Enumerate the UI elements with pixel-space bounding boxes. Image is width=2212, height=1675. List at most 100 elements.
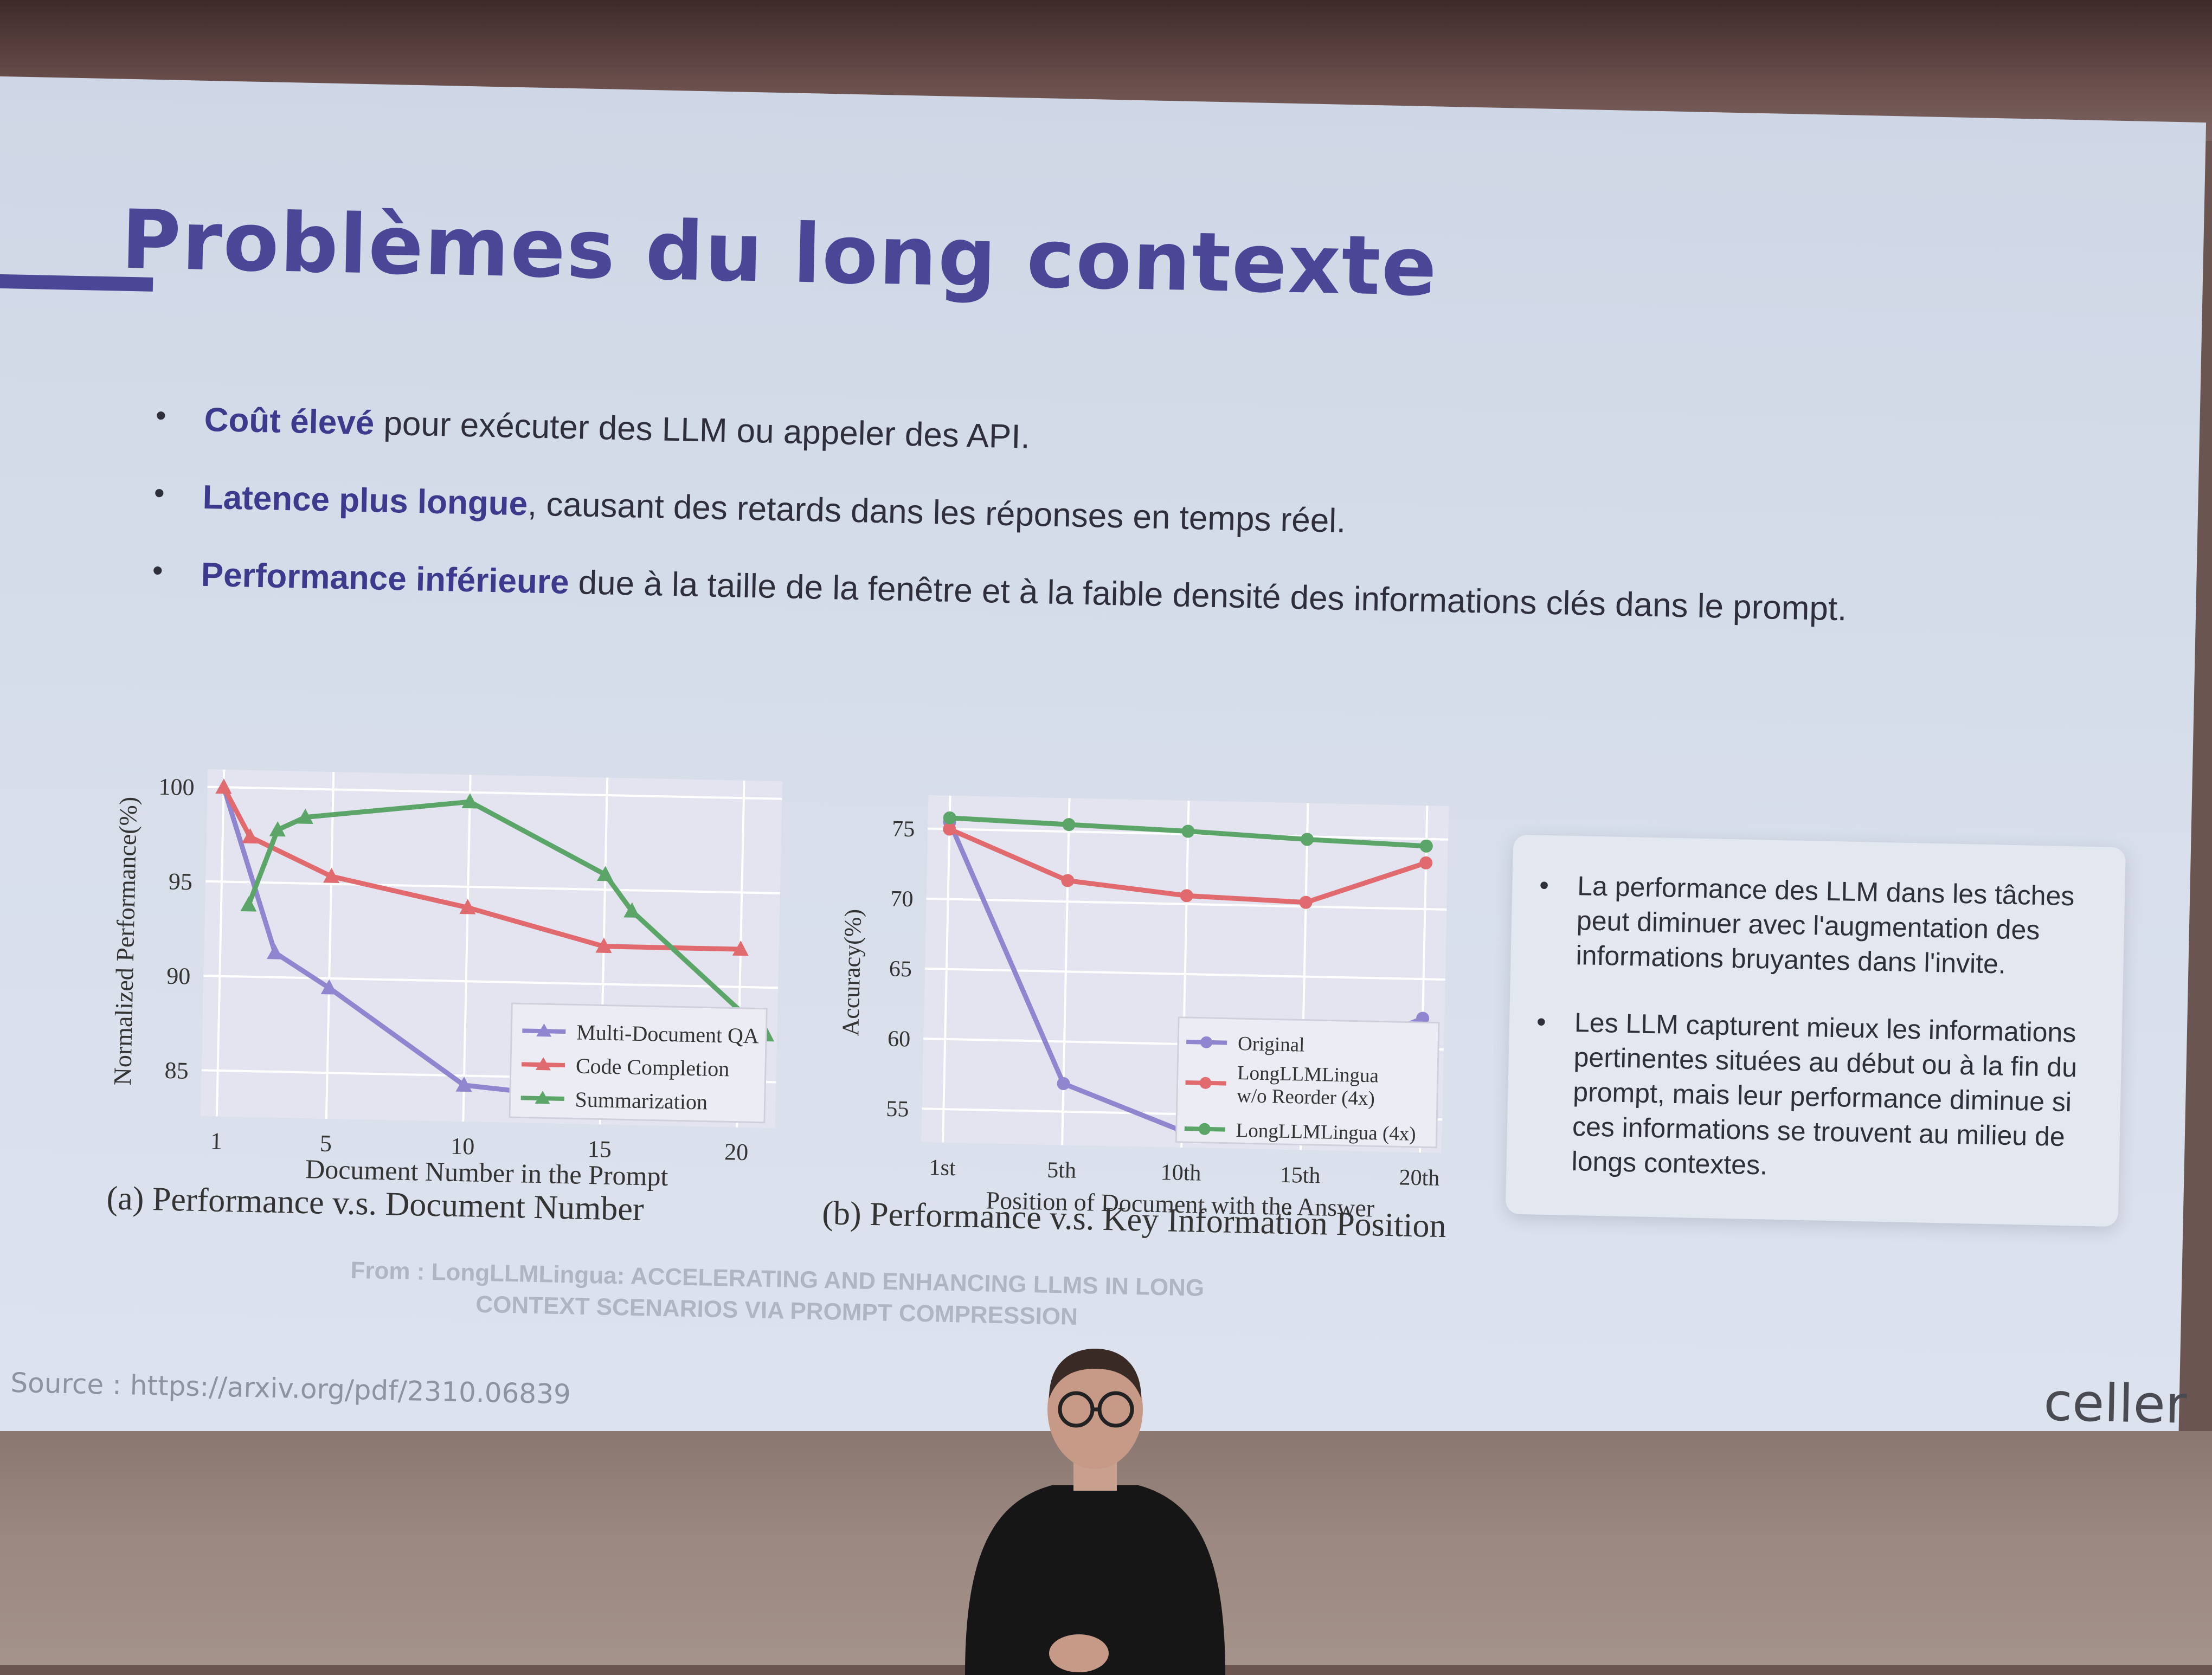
grid-line bbox=[203, 975, 779, 989]
bullet-text: pour exécuter des LLM ou appeler des API… bbox=[374, 404, 1031, 456]
series bbox=[943, 811, 1433, 1138]
legend: Multi-Document QA Code Completion Summariz… bbox=[509, 1002, 768, 1124]
company-logo: celler bbox=[2043, 1371, 2188, 1435]
data-point bbox=[1181, 824, 1195, 838]
grid-line bbox=[207, 785, 782, 800]
data-point bbox=[595, 937, 612, 954]
grid-line bbox=[325, 771, 335, 1119]
citation: From : LongLLMLingua: ACCELERATING AND E… bbox=[343, 1255, 1211, 1336]
speaker-torso bbox=[965, 1485, 1225, 1675]
data-point bbox=[269, 821, 286, 837]
legend-marker bbox=[1198, 1123, 1211, 1135]
grid-line bbox=[205, 880, 780, 895]
notes-box: La performance des LLM dans les tâches p… bbox=[1505, 834, 2126, 1227]
legend-label: Original bbox=[1238, 1033, 1305, 1056]
speaker-hair bbox=[1049, 1349, 1141, 1399]
bullet-cost: Coût élevé pour exécuter des LLM ou appe… bbox=[155, 400, 2053, 478]
legend-label: Multi-Document QA bbox=[576, 1020, 760, 1048]
legend-marker bbox=[1200, 1036, 1213, 1048]
data-point bbox=[240, 896, 257, 912]
speaker-hand bbox=[1049, 1634, 1109, 1672]
x-tick-label: 10 bbox=[451, 1133, 475, 1160]
speaker-person bbox=[965, 1349, 1225, 1675]
legend-marker bbox=[536, 1023, 552, 1037]
x-tick-label: 15 bbox=[587, 1136, 612, 1163]
bullet-strong: Coût élevé bbox=[204, 401, 375, 442]
y-tick-label: 70 bbox=[890, 886, 914, 912]
data-point bbox=[461, 793, 478, 809]
data-point bbox=[320, 979, 337, 995]
x-tick-label: 1 bbox=[210, 1128, 222, 1154]
data-point bbox=[732, 940, 749, 956]
legend-box bbox=[1175, 1016, 1440, 1149]
data-point bbox=[1301, 833, 1314, 846]
data-point bbox=[1057, 1077, 1070, 1090]
data-point bbox=[1180, 889, 1193, 903]
data-point bbox=[266, 944, 283, 959]
note-item: La performance des LLM dans les tâches p… bbox=[1527, 867, 2104, 983]
bullet-text: , causant des retards dans les réponses … bbox=[527, 485, 1346, 540]
x-tick-label: 15th bbox=[1279, 1163, 1321, 1189]
data-point bbox=[297, 808, 313, 824]
glasses-icon bbox=[1058, 1391, 1134, 1428]
projected-slide: Problèmes du long contexte Coût élevé po… bbox=[0, 76, 2207, 1494]
title-accent-bar bbox=[0, 274, 153, 292]
grid-line bbox=[215, 769, 226, 1117]
data-point bbox=[1299, 896, 1313, 909]
x-tick-label: 5th bbox=[1047, 1158, 1077, 1183]
slide-title: Problèmes du long contexte bbox=[120, 192, 1439, 315]
y-axis-label: Accuracy(%) bbox=[837, 909, 866, 1036]
bullet-list: Coût élevé pour exécuter des LLM ou appe… bbox=[151, 400, 2053, 672]
legend-box bbox=[509, 1002, 768, 1124]
bullet-latency: Latence plus longue, causant des retards… bbox=[153, 477, 2052, 555]
y-axis-label: Normalized Performance(%) bbox=[108, 796, 142, 1086]
legend-label: w/o Reorder (4x) bbox=[1237, 1085, 1375, 1110]
legend-label: Code Completion bbox=[576, 1053, 730, 1081]
data-point bbox=[323, 867, 339, 884]
grid-line bbox=[462, 775, 472, 1122]
bullet-strong: Latence plus longue bbox=[202, 478, 528, 523]
source-link: Source : https://arxiv.org/pdf/2310.0683… bbox=[10, 1367, 571, 1410]
bullet-strong: Performance inférieure bbox=[201, 556, 570, 602]
bullet-text: due à la taille de la fenêtre et à la fa… bbox=[568, 564, 1848, 628]
legend-marker bbox=[535, 1057, 551, 1071]
y-tick-label: 95 bbox=[168, 868, 192, 895]
data-point bbox=[215, 778, 232, 794]
y-tick-label: 100 bbox=[158, 774, 195, 801]
data-point bbox=[1419, 839, 1433, 853]
legend-label: LongLLMLingua bbox=[1237, 1062, 1379, 1087]
data-point bbox=[943, 822, 956, 836]
note-item: Les LLM capturent mieux les informations… bbox=[1522, 1004, 2100, 1189]
x-tick-label: 1st bbox=[929, 1155, 956, 1181]
y-tick-label: 55 bbox=[886, 1097, 909, 1122]
data-point bbox=[597, 866, 614, 881]
legend-marker bbox=[1199, 1077, 1212, 1089]
data-point bbox=[1061, 874, 1075, 887]
series-line bbox=[221, 786, 741, 952]
data-point bbox=[241, 828, 258, 844]
x-tick-label: 10th bbox=[1160, 1160, 1201, 1186]
y-tick-label: 60 bbox=[888, 1027, 911, 1052]
data-point bbox=[1419, 856, 1433, 869]
grid-line bbox=[942, 795, 951, 1143]
x-tick-label: 20th bbox=[1399, 1165, 1440, 1191]
legend-marker bbox=[535, 1091, 550, 1104]
data-point bbox=[1416, 1012, 1430, 1025]
x-tick-label: 20 bbox=[724, 1138, 749, 1165]
x-tick-label: 5 bbox=[319, 1130, 332, 1157]
bullet-performance: Performance inférieure due à la taille d… bbox=[152, 555, 2050, 633]
data-point bbox=[459, 899, 476, 914]
data-point bbox=[1062, 818, 1076, 832]
y-tick-label: 75 bbox=[892, 816, 915, 842]
x-axis-label: Document Number in the Prompt bbox=[305, 1154, 668, 1191]
data-point bbox=[455, 1076, 472, 1092]
data-point bbox=[623, 902, 640, 918]
legend-label: Summarization bbox=[575, 1087, 708, 1114]
ticks: 75 70 65 60 55 1st 5th 10th 15th 20th bbox=[886, 816, 1440, 1191]
y-tick-label: 85 bbox=[164, 1057, 189, 1084]
y-tick-label: 90 bbox=[166, 963, 191, 990]
